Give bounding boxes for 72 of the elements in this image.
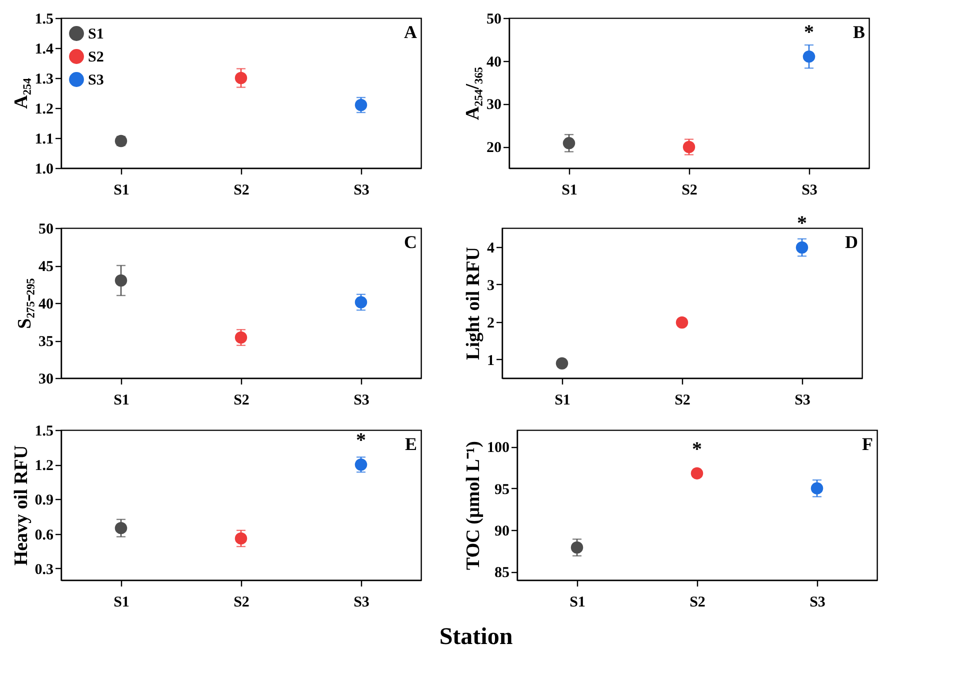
x-tick-label: S3	[810, 594, 826, 610]
y-tick-label: 85	[494, 565, 510, 582]
annotation: E	[404, 434, 417, 454]
x-tick-label: S1	[114, 594, 130, 610]
y-tick-label: 50	[486, 12, 502, 28]
annotation: A	[404, 22, 417, 42]
y-tick-label: 0.3	[34, 562, 54, 578]
y-axis-title: A₂₅₄/₃₆₅	[462, 66, 484, 120]
annotation: B	[852, 22, 865, 42]
y-tick-label: 2	[487, 315, 494, 332]
annotation: *	[804, 22, 814, 44]
y-axis-title: Light oil RFU	[463, 246, 484, 360]
x-tick-label: S2	[682, 182, 698, 198]
point	[676, 316, 688, 329]
y-tick-label: 50	[38, 222, 54, 238]
x-tick-label: S3	[354, 392, 370, 408]
y-tick-label: 1.2	[34, 102, 54, 118]
annotation: *	[692, 438, 702, 460]
x-tick-label: S1	[114, 392, 130, 408]
y-tick-label: 0.9	[34, 492, 54, 509]
x-tick-label: S1	[562, 182, 578, 198]
x-tick-label: S1	[554, 392, 570, 408]
x-tick-label: S3	[794, 392, 810, 408]
annotation: F	[862, 434, 873, 454]
point	[690, 467, 704, 480]
y-tick-label: 1.5	[34, 424, 54, 440]
y-tick-label: 1.5	[34, 12, 54, 28]
annotation: *	[356, 430, 366, 452]
annotation: *	[797, 212, 807, 234]
annotation: C	[404, 232, 417, 252]
y-tick-label: 0.6	[34, 527, 54, 544]
y-tick-label: 20	[486, 140, 502, 156]
x-axis-title: Station	[439, 624, 513, 650]
y-tick-label: 1.0	[34, 162, 54, 178]
point	[556, 357, 568, 370]
x-tick-label: S2	[690, 594, 706, 610]
point	[114, 522, 128, 534]
y-axis-title: A₂₅₄	[10, 78, 32, 109]
y-tick-label: 40	[486, 54, 502, 70]
y-tick-label: 1	[487, 352, 494, 369]
y-tick-label: 1.4	[34, 42, 54, 58]
y-axis-title: TOC (µmol L⁻¹)	[463, 441, 484, 570]
y-tick-label: 95	[494, 482, 510, 498]
x-tick-label: S1	[114, 182, 130, 198]
x-tick-label: S3	[354, 594, 370, 610]
y-tick-label: 90	[494, 524, 510, 540]
y-tick-label: 30	[486, 97, 502, 114]
y-tick-label: 30	[38, 372, 54, 388]
y-tick-label: 40	[38, 296, 54, 312]
legend-label: S1	[88, 26, 104, 42]
x-tick-label: S1	[570, 594, 586, 610]
y-tick-label: 1.1	[34, 132, 54, 148]
y-tick-label: 3	[487, 278, 494, 294]
point	[234, 532, 248, 545]
y-axis-title: Heavy oil RFU	[10, 445, 32, 566]
annotation: D	[845, 232, 858, 252]
y-tick-label: 1.3	[34, 72, 54, 88]
legend-label: S3	[88, 72, 104, 88]
x-tick-label: S3	[802, 182, 818, 198]
y-tick-label: 35	[38, 334, 54, 350]
x-tick-label: S3	[354, 182, 370, 198]
y-tick-label: 4	[487, 240, 495, 256]
x-tick-label: S2	[234, 594, 250, 610]
y-tick-label: 100	[487, 440, 510, 456]
x-tick-label: S2	[674, 392, 690, 408]
point	[802, 50, 816, 63]
x-tick-label: S2	[234, 392, 250, 408]
x-tick-label: S2	[234, 182, 250, 198]
legend-label: S2	[88, 50, 104, 66]
y-axis-title: S₂₇₅₋₂₉₅	[14, 278, 36, 329]
y-tick-label: 45	[38, 259, 54, 275]
y-tick-label: 1.2	[34, 458, 54, 474]
